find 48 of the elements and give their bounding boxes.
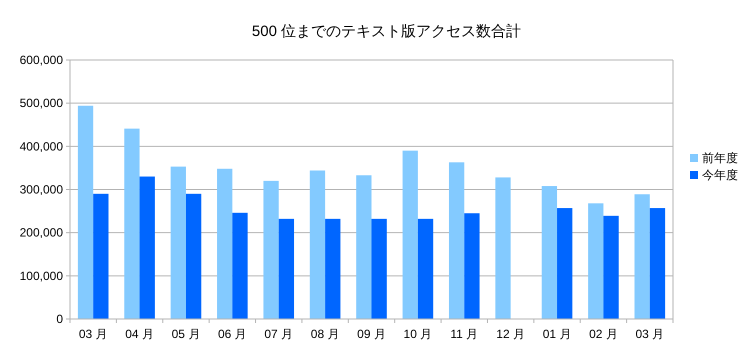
x-tick-label: 01 月	[542, 327, 572, 341]
y-tick-label: 400,000	[20, 139, 64, 154]
x-tick-label: 02 月	[589, 327, 618, 341]
bar	[372, 218, 387, 319]
bar	[124, 128, 140, 319]
x-tick-label: 09 月	[357, 327, 386, 341]
bar	[650, 208, 666, 319]
bar	[217, 168, 232, 319]
bar	[542, 186, 558, 319]
x-tick-label: 03 月	[78, 327, 108, 341]
x-tick-label: 03 月	[635, 327, 664, 341]
bar	[232, 212, 248, 319]
x-tick-label: 06 月	[218, 327, 247, 341]
bar	[356, 175, 372, 319]
x-tick-label: 05 月	[172, 327, 200, 341]
bar	[325, 218, 340, 319]
bar	[93, 194, 108, 319]
legend-label: 前年度	[702, 151, 738, 165]
y-tick-label: 600,000	[20, 53, 64, 67]
y-tick-label: 200,000	[20, 226, 64, 240]
bar	[278, 218, 294, 319]
bar	[78, 106, 94, 319]
bar	[186, 194, 202, 319]
x-tick-label: 08 月	[310, 327, 340, 341]
bar	[588, 203, 604, 319]
y-tick-label: 500,000	[20, 96, 64, 110]
y-tick-label: 0	[56, 312, 64, 326]
x-tick-label: 07 月	[264, 327, 294, 341]
legend-label: 今年度	[702, 168, 738, 182]
y-tick-label: 100,000	[20, 268, 64, 283]
x-tick-label: 10 月	[404, 327, 432, 341]
bar	[418, 218, 434, 319]
y-tick-label: 300,000	[20, 182, 64, 196]
bar	[448, 162, 464, 319]
chart-title: 500 位までのテキスト版アクセス数合計	[252, 23, 522, 40]
bar	[140, 176, 155, 319]
x-tick-label: 04 月	[125, 327, 154, 341]
bar	[310, 170, 326, 319]
bar	[263, 180, 279, 319]
bar	[603, 216, 619, 319]
bar	[495, 177, 511, 319]
x-tick-label: 12 月	[496, 327, 525, 341]
bar	[557, 208, 572, 319]
bar	[402, 150, 418, 319]
x-tick-label: 11 月	[450, 327, 478, 341]
bar	[170, 166, 186, 319]
bar	[464, 213, 480, 319]
bar	[634, 194, 650, 319]
